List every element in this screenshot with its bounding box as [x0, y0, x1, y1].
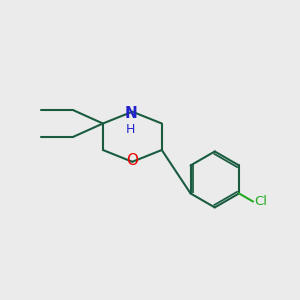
Text: H: H	[126, 124, 136, 136]
Text: N: N	[124, 106, 137, 121]
Text: Cl: Cl	[254, 195, 268, 208]
Text: O: O	[126, 153, 138, 168]
